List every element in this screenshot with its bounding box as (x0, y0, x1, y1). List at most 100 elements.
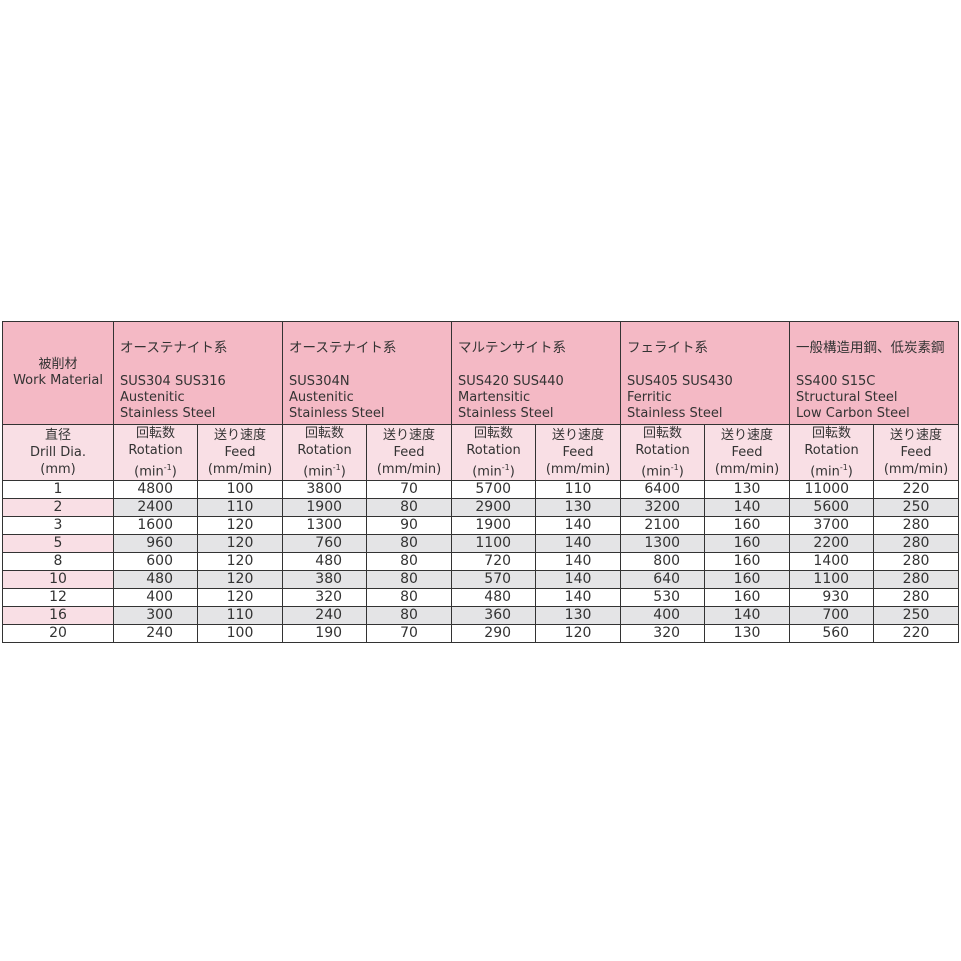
feed-cell: 80 (366, 606, 453, 626)
feed-cell: 220 (873, 480, 960, 500)
material-header: マルテンサイト系 SUS420 SUS440 Martensitic Stainles… (451, 321, 622, 425)
table-row: 5 960 120 760 80 1100 140 1300 160 2200 280 (2, 534, 960, 554)
rotation-cell: 2900 (451, 498, 537, 518)
rotation-unit-sup: -1 (670, 463, 679, 472)
table-row: 10 480 120 380 80 570 140 640 160 1100 280 (2, 570, 960, 590)
rotation-cell: 930 (789, 588, 875, 608)
feed-cell: 110 (196, 498, 284, 518)
feed-unit: (mm/min) (545, 462, 611, 478)
rotation-cell: 400 (620, 606, 706, 626)
feed-en: Feed (224, 445, 256, 461)
feed-cell: 120 (196, 570, 284, 590)
feed-cell: 100 (196, 624, 284, 644)
feed-jp: 送り速度 (552, 428, 605, 444)
feed-cell: 110 (535, 480, 622, 500)
feed-cell: 280 (873, 552, 960, 572)
material-en2: Stainless Steel (627, 406, 723, 421)
material-en1: Ferritic (627, 390, 672, 405)
rotation-header: 回転数 Rotation (min-1) (113, 423, 198, 482)
material-grades: SUS420 SUS440 (458, 374, 564, 389)
feed-cell: 220 (873, 624, 960, 644)
work-material-en: Work Material (13, 373, 103, 388)
rotation-cell: 1600 (113, 516, 198, 536)
feed-header: 送り速度 Feed (mm/min) (873, 423, 960, 482)
table-row: 20 240 100 190 70 290 120 320 130 560 220 (2, 624, 960, 644)
material-en1: Austenitic (120, 390, 185, 405)
rotation-cell: 480 (282, 552, 368, 572)
feed-cell: 160 (704, 588, 791, 608)
rotation-jp: 回転数 (135, 426, 175, 441)
feed-header: 送り速度 Feed (mm/min) (366, 423, 453, 482)
feed-cell: 110 (196, 606, 284, 626)
rotation-cell: 320 (620, 624, 706, 644)
feed-cell: 280 (873, 516, 960, 536)
feed-cell: 70 (366, 624, 453, 644)
material-jp: フェライト系 (627, 340, 709, 356)
drill-dia-jp: 直径 (44, 428, 71, 444)
rotation-jp: 回転数 (643, 426, 683, 441)
feed-cell: 140 (704, 498, 791, 518)
feed-cell: 250 (873, 498, 960, 518)
feed-cell: 80 (366, 552, 453, 572)
rotation-jp: 回転数 (812, 426, 852, 441)
feed-cell: 130 (535, 606, 622, 626)
rotation-cell: 2400 (113, 498, 198, 518)
material-jp: マルテンサイト系 (458, 340, 567, 356)
rotation-cell: 1900 (282, 498, 368, 518)
rotation-cell: 300 (113, 606, 198, 626)
rotation-cell: 3200 (620, 498, 706, 518)
rotation-cell: 640 (620, 570, 706, 590)
rotation-cell: 480 (113, 570, 198, 590)
feed-cell: 130 (704, 624, 791, 644)
rotation-unit-close: ) (678, 464, 684, 480)
feed-cell: 80 (366, 588, 453, 608)
rotation-unit-sup: -1 (332, 463, 341, 472)
drill-dia-en: Drill Dia. (29, 445, 87, 461)
table-row: 12 400 120 320 80 480 140 530 160 930 280 (2, 588, 960, 608)
work-material-header: 被削材 Work Material (2, 321, 114, 425)
rotation-cell: 6400 (620, 480, 706, 500)
work-material-jp: 被削材 (38, 357, 78, 372)
feed-header: 送り速度 Feed (mm/min) (196, 423, 284, 482)
drill-dia-header: 直径 Drill Dia. (mm) (2, 423, 114, 482)
feed-cell: 140 (535, 534, 622, 554)
rotation-en: Rotation (635, 443, 690, 458)
material-jp: オーステナイト系 (289, 340, 397, 356)
rotation-cell: 1300 (282, 516, 368, 536)
feed-unit: (mm/min) (376, 462, 442, 478)
rotation-unit: (min (641, 464, 671, 480)
feed-cell: 70 (366, 480, 453, 500)
feed-en: Feed (562, 445, 594, 461)
rotation-cell: 2200 (789, 534, 875, 554)
rotation-cell: 2100 (620, 516, 706, 536)
material-header: 一般構造用鋼、低炭素鋼 SS400 S15C Structural Steel Low… (789, 321, 960, 425)
drill-dia-cell: 8 (2, 552, 114, 572)
rotation-cell: 760 (282, 534, 368, 554)
rotation-unit: (min (134, 464, 164, 480)
rotation-cell: 190 (282, 624, 368, 644)
rotation-cell: 800 (620, 552, 706, 572)
drill-dia-cell: 20 (2, 624, 114, 644)
rotation-cell: 1400 (789, 552, 875, 572)
rotation-cell: 3700 (789, 516, 875, 536)
drill-dia-cell: 3 (2, 516, 114, 536)
feed-cell: 90 (366, 516, 453, 536)
cutting-conditions-table: 被削材 Work Material オーステナイト系 SUS304 SUS316 A… (2, 321, 960, 644)
material-header-row: 被削材 Work Material オーステナイト系 SUS304 SUS316 A… (2, 321, 960, 425)
rotation-cell: 4800 (113, 480, 198, 500)
rotation-cell: 380 (282, 570, 368, 590)
feed-cell: 140 (704, 606, 791, 626)
rotation-cell: 290 (451, 624, 537, 644)
feed-cell: 80 (366, 570, 453, 590)
rotation-cell: 720 (451, 552, 537, 572)
feed-cell: 140 (535, 516, 622, 536)
feed-cell: 100 (196, 480, 284, 500)
feed-unit: (mm/min) (883, 462, 949, 478)
rotation-jp: 回転数 (305, 426, 345, 441)
feed-cell: 130 (535, 498, 622, 518)
rotation-cell: 560 (789, 624, 875, 644)
material-header: オーステナイト系 SUS304 SUS316 Austenitic Stainless… (112, 321, 284, 425)
rotation-cell: 360 (451, 606, 537, 626)
drill-dia-cell: 16 (2, 606, 114, 626)
material-grades: SUS405 SUS430 (627, 374, 733, 389)
